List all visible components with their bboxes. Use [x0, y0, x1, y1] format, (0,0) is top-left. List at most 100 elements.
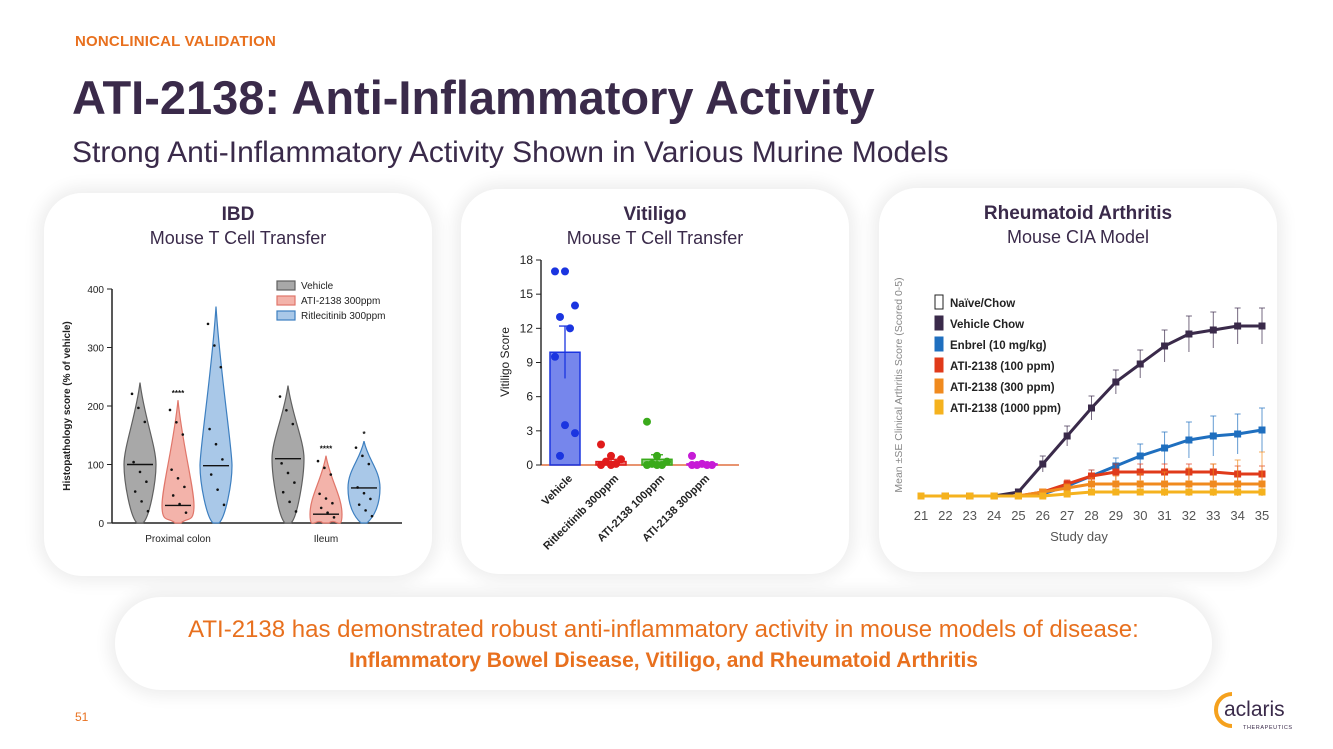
ibd-violin-vehicle [123, 382, 157, 524]
ibd-data-point [213, 344, 216, 347]
ibd-legend-swatch [276, 280, 296, 291]
ra-data-point-ati-2138-1000-ppm [1088, 488, 1095, 496]
ra-data-point-ati-2138-300-ppm [1039, 488, 1047, 496]
ibd-data-point [214, 442, 218, 446]
ra-x-tick-label: 30 [1133, 508, 1147, 523]
ibd-data-point [356, 486, 359, 489]
ra-data-point-ati-2138-1000-ppm [1112, 488, 1120, 496]
ra-data-point-ati-2138-1000-ppm [1234, 488, 1242, 496]
ibd-violin-ati-2138-300ppm [309, 455, 343, 524]
vitiligo-data-point [561, 267, 569, 276]
ibd-y-tick-label: 0 [98, 519, 104, 530]
ra-legend-label: ATI-2138 (300 ppm) [950, 382, 1055, 394]
ra-x-tick-label: 25 [1011, 508, 1025, 523]
vitiligo-data-point [688, 461, 696, 469]
ra-data-point-ati-2138-300-ppm [1209, 480, 1217, 488]
ra-data-point-enbrel-10-mg-kg [1136, 452, 1144, 460]
ibd-data-point [294, 510, 298, 513]
ibd-data-point [286, 471, 290, 475]
ibd-data-point [206, 322, 210, 326]
vitiligo-y-label: Vitiligo Score [498, 327, 512, 397]
ra-data-point-ati-2138-1000-ppm [1161, 488, 1169, 496]
vitiligo-data-point [597, 461, 605, 469]
ra-legend-swatch [934, 399, 944, 415]
ibd-data-point [176, 476, 180, 480]
vitiligo-data-point [703, 461, 711, 469]
banner-line-1: ATI-2138 has demonstrated robust anti-in… [188, 616, 1139, 643]
ibd-data-point [364, 509, 367, 512]
vitiligo-y-tick-label: 18 [520, 253, 534, 267]
ra-x-tick-label: 24 [987, 508, 1001, 523]
ra-data-point-ati-2138-300-ppm [1088, 480, 1095, 488]
vitiligo-data-point [571, 429, 579, 438]
ibd-data-point [293, 481, 296, 484]
ra-data-point-vehicle-chow [1185, 330, 1193, 338]
ra-data-point-enbrel-10-mg-kg [1161, 444, 1169, 452]
ra-legend-swatch [934, 336, 944, 352]
vitiligo-category-label: Vehicle [540, 473, 575, 508]
vitiligo-data-point [688, 451, 696, 460]
vitiligo-data-point [566, 324, 574, 333]
ibd-legend-label: ATI-2138 300ppm [301, 296, 380, 307]
ibd-data-point [140, 500, 143, 503]
ra-data-point-ati-2138-1000-ppm [917, 492, 925, 500]
ibd-data-point [130, 392, 134, 396]
ibd-data-point [361, 454, 364, 458]
ibd-data-point [331, 501, 334, 505]
section-kicker: NONCLINICAL VALIDATION [75, 33, 277, 50]
vitiligo-data-point [551, 352, 559, 361]
ra-data-point-ati-2138-1000-ppm [1039, 492, 1047, 500]
ra-data-point-ati-2138-300-ppm [1234, 480, 1242, 488]
ibd-legend-label: Vehicle [301, 281, 334, 292]
page-number: 51 [75, 710, 89, 724]
ra-legend-swatch [934, 315, 944, 331]
ibd-data-point [143, 420, 147, 424]
ibd-data-point [133, 490, 137, 493]
ra-data-point-ati-2138-1000-ppm [1209, 488, 1217, 496]
ibd-data-point [146, 509, 150, 513]
ra-x-tick-label: 27 [1060, 508, 1074, 523]
logo-arc-icon [1214, 692, 1233, 728]
ibd-data-point [332, 516, 336, 519]
ibd-data-point [137, 406, 140, 410]
vitiligo-data-point [607, 461, 615, 469]
ibd-data-point [288, 500, 291, 504]
ibd-title: IBD [221, 204, 255, 225]
ra-legend-label: Naïve/Chow [950, 298, 1015, 310]
ibd-data-point [181, 433, 185, 436]
ra-data-point-vehicle-chow [1161, 342, 1169, 350]
ra-legend-label: ATI-2138 (100 ppm) [950, 361, 1055, 373]
ibd-data-point [175, 420, 178, 424]
ra-x-tick-label: 35 [1255, 508, 1269, 523]
aclaris-logo: aclaris THERAPEUTICS [1214, 692, 1292, 731]
ibd-legend-swatch [276, 295, 296, 306]
page-subtitle: Strong Anti-Inflammatory Activity Shown … [72, 136, 949, 169]
ibd-y-tick-label: 400 [87, 285, 104, 296]
ibd-data-point [184, 511, 188, 514]
ra-data-point-ati-2138-300-ppm [1112, 480, 1120, 488]
vitiligo-subtitle: Mouse T Cell Transfer [566, 228, 744, 248]
ra-data-point-ati-2138-100-ppm [1112, 468, 1120, 476]
ra-legend-label: Enbrel (10 mg/kg) [950, 340, 1047, 352]
ibd-significance-label: **** [172, 389, 185, 398]
ibd-data-point [221, 458, 224, 461]
ra-data-point-vehicle-chow [1039, 460, 1047, 468]
ra-data-point-vehicle-chow [1258, 322, 1266, 330]
ra-data-point-enbrel-10-mg-kg [1209, 432, 1217, 440]
ra-data-point-ati-2138-1000-ppm [990, 492, 998, 500]
ra-legend-label: Vehicle Chow [950, 319, 1024, 331]
ibd-data-point [324, 497, 328, 500]
ra-data-point-ati-2138-1000-ppm [1136, 488, 1144, 496]
ra-x-tick-label: 31 [1157, 508, 1171, 523]
logo-wordmark: aclaris [1224, 698, 1285, 721]
ra-data-point-vehicle-chow [1063, 432, 1071, 440]
ibd-data-point [281, 490, 285, 494]
vitiligo-data-point [653, 461, 661, 469]
ibd-data-point [291, 422, 295, 426]
ibd-data-point [278, 395, 282, 398]
ra-data-point-vehicle-chow [1088, 404, 1095, 412]
vitiligo-data-point [643, 461, 651, 469]
ra-data-point-ati-2138-1000-ppm [941, 492, 949, 500]
ra-data-point-enbrel-10-mg-kg [1185, 436, 1193, 444]
ibd-violin-vehicle [271, 385, 305, 524]
